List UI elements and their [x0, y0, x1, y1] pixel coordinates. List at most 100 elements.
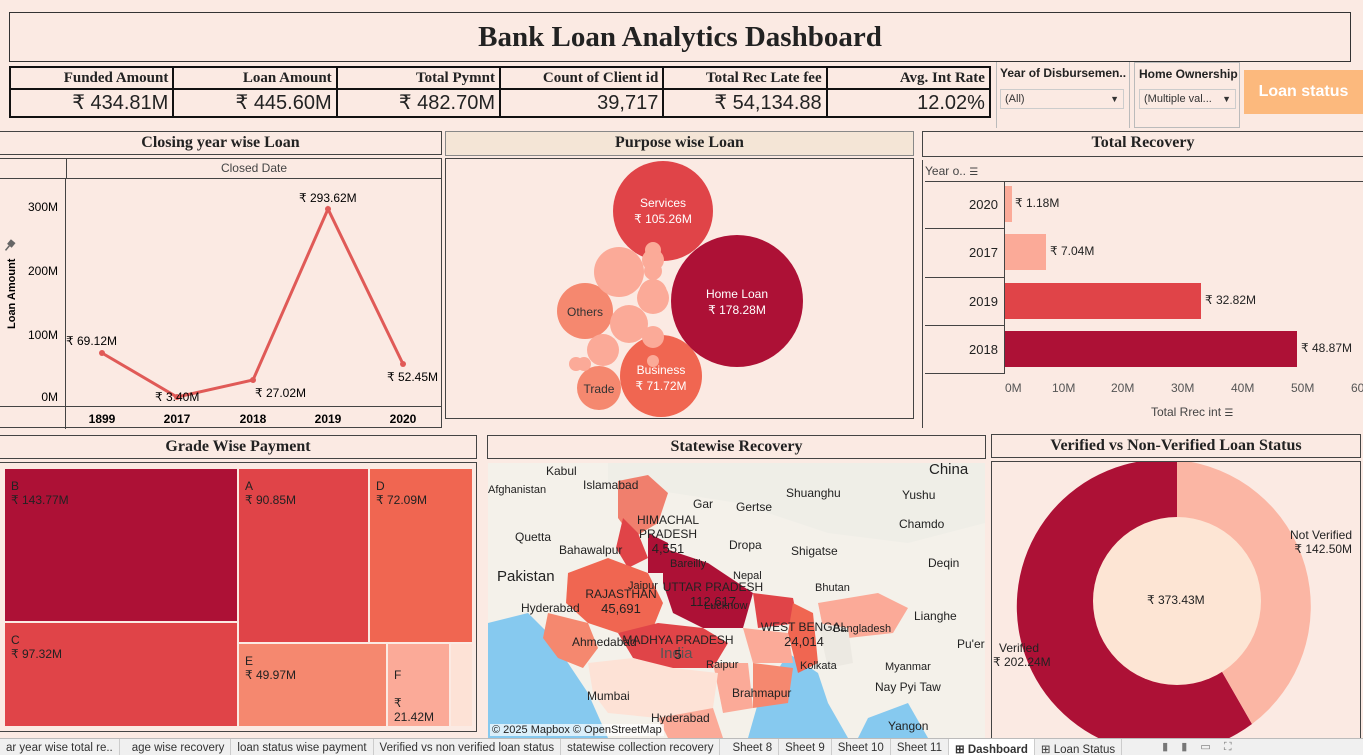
x-axis-label[interactable]: Total Rrec int ☰: [1151, 405, 1233, 419]
bubble-business[interactable]: [620, 335, 702, 417]
purpose-bubble-chart: Services ₹ 105.26M Home Loan ₹ 178.28M B…: [557, 161, 803, 417]
kpi-client-count: Count of Client id 39,717: [500, 68, 665, 116]
tab-sheet[interactable]: Verified vs non verified loan status: [374, 739, 562, 755]
bubble-services[interactable]: [613, 161, 713, 261]
tab-sheet[interactable]: Sheet 10: [832, 739, 891, 755]
state-gujarat[interactable]: [543, 613, 598, 668]
bubble-small[interactable]: [587, 334, 619, 366]
bubble-small[interactable]: [642, 326, 664, 348]
bubble-small[interactable]: [569, 357, 583, 371]
x-tick: 20M: [1111, 381, 1135, 395]
bubble-home-loan[interactable]: [671, 235, 803, 367]
left-axis-top: [0, 159, 66, 179]
bubble-small[interactable]: [647, 355, 659, 367]
row-year: 2020: [969, 197, 998, 212]
recovery-bar[interactable]: [1005, 186, 1012, 222]
line-point[interactable]: [99, 350, 105, 356]
bubble-others[interactable]: [557, 283, 613, 339]
bubble-small[interactable]: [594, 247, 644, 297]
treemap-cell-f[interactable]: F ₹ 21.42M: [388, 644, 449, 726]
treemap-cell-a[interactable]: A ₹ 90.85M: [239, 469, 368, 642]
line-point[interactable]: [174, 394, 180, 400]
bubble-small[interactable]: [610, 305, 648, 343]
grade-panel: B ₹ 143.77M A ₹ 90.85M D ₹ 72.09M C ₹ 97…: [0, 462, 477, 732]
tab-sheet[interactable]: loan status wise payment: [231, 739, 374, 755]
state-up[interactable]: [663, 548, 753, 628]
x-tick: 50M: [1291, 381, 1315, 395]
year-row-header[interactable]: Year o.. ☰: [925, 162, 1005, 182]
tab-sheet[interactable]: ar year wise total re..: [0, 739, 120, 755]
tab-sheet[interactable]: Sheet 11: [891, 739, 949, 755]
place-label: Deqin: [928, 556, 960, 570]
place-label: India: [660, 645, 693, 662]
statewise-map[interactable]: Kabul Islamabad Afghanistan Quetta Bahaw…: [488, 463, 985, 738]
state-mp[interactable]: [618, 623, 728, 668]
state-label: UTTAR PRADESH 112,617: [658, 580, 768, 609]
state-jharkhand[interactable]: [743, 628, 793, 663]
grade-header: Grade Wise Payment: [0, 435, 477, 459]
state-chhattisgarh[interactable]: [713, 663, 753, 713]
recovery-bar[interactable]: [1005, 331, 1297, 367]
x-tick: 2019: [315, 412, 342, 426]
himalaya-tint: [608, 463, 985, 543]
state-name: HIMACHAL PRADESH: [636, 513, 699, 541]
bubble-trade[interactable]: [577, 366, 621, 410]
x-tick: 0M: [1005, 381, 1022, 395]
tab-sheet[interactable]: Sheet 9: [779, 739, 832, 755]
state-telangana[interactable]: [658, 708, 723, 738]
line-point[interactable]: [325, 206, 331, 212]
loan-status-button[interactable]: Loan status: [1244, 70, 1363, 114]
sort-icon: ☰: [969, 167, 979, 178]
treemap-cell-c[interactable]: C ₹ 97.32M: [5, 623, 237, 726]
place-label: Bangladesh: [833, 623, 892, 635]
state-himachal[interactable]: [618, 475, 668, 538]
loan-line: [101, 205, 405, 399]
bubble-small[interactable]: [645, 242, 661, 258]
recovery-bar[interactable]: [1005, 234, 1046, 270]
treemap-cell-b[interactable]: B ₹ 143.77M: [5, 469, 237, 621]
year-dropdown[interactable]: (All) ▼: [1000, 89, 1124, 109]
point-label: ₹ 293.62M: [299, 191, 357, 205]
bubble-small[interactable]: [637, 282, 669, 314]
line-point[interactable]: [400, 361, 406, 367]
place-label: Nay Pyi Taw: [875, 680, 941, 694]
state-name: UTTAR PRADESH: [662, 580, 764, 594]
state-rajasthan[interactable]: [566, 558, 663, 633]
line-point[interactable]: [250, 377, 256, 383]
tab-sheet[interactable]: age wise recovery: [120, 739, 232, 755]
recovery-bar[interactable]: [1005, 283, 1201, 319]
place-label: Gertse: [736, 500, 773, 514]
total-recovery-header: Total Recovery: [922, 131, 1363, 157]
state-odisha[interactable]: [753, 663, 793, 708]
kpi-late-fee: Total Rec Late fee ₹ 54,134.88: [664, 68, 828, 116]
cell-value: ₹ 143.77M: [11, 493, 69, 507]
x-tick: 30M: [1171, 381, 1195, 395]
purpose-panel: Services ₹ 105.26M Home Loan ₹ 178.28M B…: [445, 158, 914, 419]
new-sheet-icon[interactable]: ▮: [1162, 741, 1169, 753]
place-label: Quetta: [515, 530, 552, 544]
row-year: 2018: [969, 342, 998, 357]
tab-scroll-controls[interactable]: ▮ ▮ ▭ ⛶: [1162, 739, 1231, 755]
state-label: HIMACHAL PRADESH 4,551: [608, 513, 728, 556]
state-wb[interactable]: [788, 603, 818, 673]
bubble-small[interactable]: [644, 262, 662, 280]
state-bihar[interactable]: [753, 593, 798, 628]
tab-sheet[interactable]: statewise collection recovery: [561, 739, 721, 755]
tab-dashboard[interactable]: ⊞ Dashboard: [949, 739, 1035, 755]
new-dashboard-icon[interactable]: ▮: [1181, 741, 1188, 753]
point-label: ₹ 52.45M: [387, 370, 438, 384]
tab-sheet[interactable]: Sheet 8: [720, 739, 780, 755]
state-maharashtra[interactable]: [588, 658, 718, 718]
place-label: Islamabad: [583, 478, 639, 492]
state-punjab[interactable]: [616, 518, 648, 568]
map-attribution[interactable]: © 2025 Mapbox © OpenStreetMap: [490, 724, 664, 736]
fullscreen-icon[interactable]: ⛶: [1223, 741, 1232, 753]
new-story-icon[interactable]: ▭: [1200, 741, 1211, 753]
treemap-cell-d[interactable]: D ₹ 72.09M: [370, 469, 472, 642]
place-label: Hyderabad: [521, 601, 580, 615]
tab-loan-status[interactable]: ⊞ Loan Status: [1035, 739, 1123, 755]
kpi-strip: Funded Amount ₹ 434.81M Loan Amount ₹ 445.…: [9, 66, 991, 118]
treemap-cell-g[interactable]: [451, 644, 472, 726]
home-dropdown[interactable]: (Multiple val... ▼: [1139, 89, 1236, 109]
treemap-cell-e[interactable]: E ₹ 49.97M: [239, 644, 386, 726]
